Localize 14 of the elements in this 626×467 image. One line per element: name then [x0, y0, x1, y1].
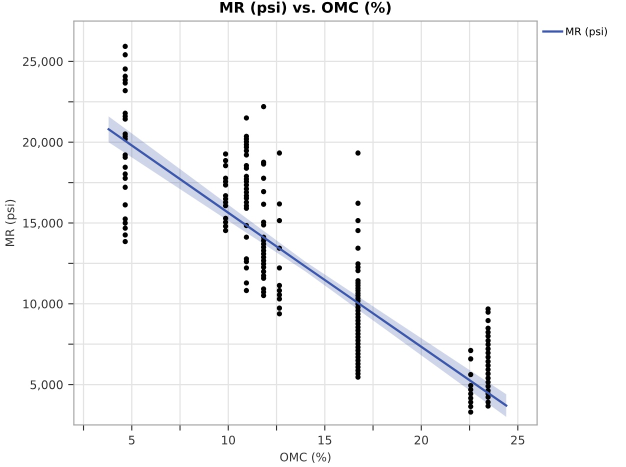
y-tick-label: 5,000 [30, 380, 63, 390]
x-axis-title: OMC (%) [280, 452, 330, 463]
x-tick-label: 5 [128, 436, 134, 445]
x-tick-label: 25 [511, 436, 524, 445]
y-tick-label: 20,000 [23, 138, 63, 148]
y-tick-label: 25,000 [23, 57, 63, 68]
y-tick-label: 10,000 [23, 300, 63, 310]
x-tick-label: 20 [414, 436, 428, 445]
legend-label: MR (psi) [566, 27, 607, 38]
x-tick-label: 10 [222, 436, 236, 445]
chart-title: MR (psi) vs. OMC (%) [220, 2, 391, 16]
y-tick-label: 15,000 [23, 218, 63, 229]
y-axis-title: MR (psi) [5, 200, 17, 246]
x-tick-label: 15 [318, 436, 332, 445]
